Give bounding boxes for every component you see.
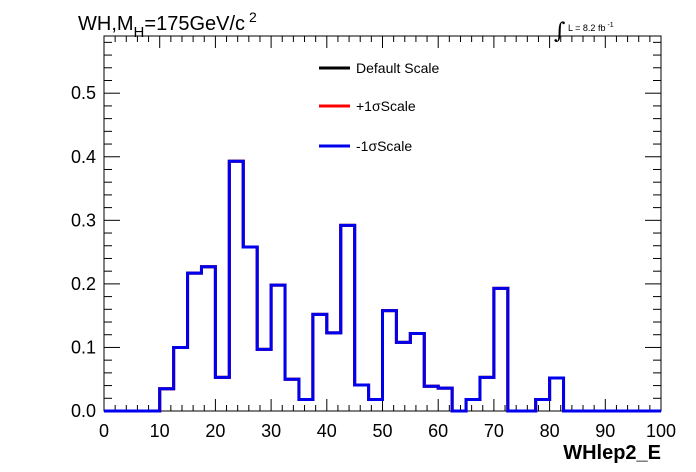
- y-tick-label: 0.2: [71, 274, 96, 294]
- legend: Default Scale +1σScale -1σScale: [319, 60, 439, 154]
- y-tick-label: 0.0: [71, 401, 96, 421]
- x-tick-label: 20: [205, 421, 225, 441]
- title-main: WH,M: [78, 13, 134, 35]
- lumi-integral: ∫: [554, 19, 566, 44]
- lumi-superscript: -1: [607, 22, 613, 29]
- legend-label-plus1sigma: +1σScale: [356, 98, 416, 114]
- x-tick-label: 40: [317, 421, 337, 441]
- lumi-text: L = 8.2 fb: [568, 23, 605, 33]
- legend-label-default: Default Scale: [356, 60, 439, 76]
- x-tick-label: 80: [540, 421, 560, 441]
- legend-label-minus1sigma: -1σScale: [356, 138, 412, 154]
- title-rest: =175GeV/c: [144, 13, 245, 35]
- series-line-2: [104, 159, 661, 413]
- x-tick-label: 0: [99, 421, 109, 441]
- y-tick-label: 0.5: [71, 83, 96, 103]
- x-axis: 0 10 20 30 40 50 60 70 80 90 100: [99, 36, 676, 441]
- chart-title: WH,MH=175GeV/c 2: [78, 9, 257, 41]
- title-superscript: 2: [249, 9, 257, 25]
- x-tick-label: 70: [484, 421, 504, 441]
- title-subscript: H: [134, 24, 145, 41]
- y-tick-label: 0.1: [71, 337, 96, 357]
- y-tick-label: 0.4: [71, 147, 96, 167]
- y-tick-label: 0.3: [71, 210, 96, 230]
- lumi-label: L = 8.2 fb -1: [568, 22, 614, 33]
- series-layer: [104, 159, 661, 413]
- x-tick-label: 50: [372, 421, 392, 441]
- x-tick-label: 90: [595, 421, 615, 441]
- x-tick-label: 100: [646, 421, 676, 441]
- x-axis-label: WHlep2_E: [563, 442, 661, 464]
- x-tick-label: 30: [261, 421, 281, 441]
- x-tick-label: 10: [150, 421, 170, 441]
- y-axis: 0.0 0.1 0.2 0.3 0.4 0.5: [71, 41, 661, 421]
- x-tick-label: 60: [428, 421, 448, 441]
